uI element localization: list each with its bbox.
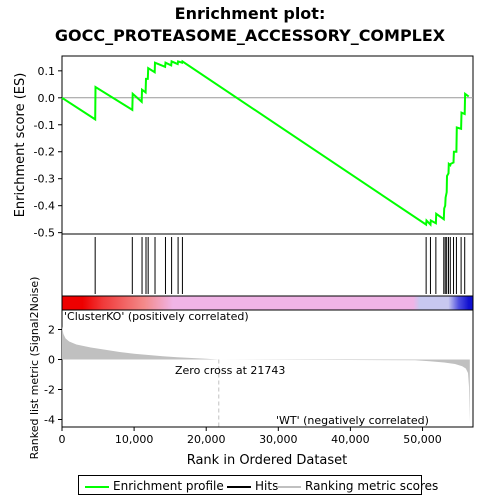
hit-markers — [94, 237, 466, 294]
rank-gradient-bar — [61, 295, 474, 311]
positive-correlation-label: 'ClusterKO' (positively correlated) — [64, 310, 249, 323]
metric-x-ticks: 0 10,000 20,000 30,000 40,000 50,000 — [59, 427, 442, 446]
es-y-ticks: 0.1 0.0 -0.1 -0.2 -0.3 -0.4 -0.5 — [34, 65, 62, 240]
metric-y-tick-label: -2 — [44, 384, 55, 397]
legend-hits-swatch — [227, 485, 251, 488]
enrichment-profile-line — [61, 59, 470, 227]
zero-cross-label: Zero cross at 21743 — [175, 364, 285, 377]
legend-enrichment-label: Enrichment profile — [113, 479, 224, 493]
legend-ranking-metric: Ranking metric scores — [277, 478, 438, 494]
es-panel-frame — [61, 55, 474, 235]
legend-hits: Hits — [227, 478, 278, 494]
legend-enrichment-swatch — [85, 485, 109, 488]
metric-x-tick-label: 0 — [59, 433, 66, 446]
metric-x-tick-label: 10,000 — [115, 433, 154, 446]
es-y-axis-label: Enrichment score (ES) — [13, 73, 28, 218]
plot-title-line1: Enrichment plot: — [175, 4, 326, 23]
metric-y-tick-label: 2 — [48, 324, 55, 337]
es-y-tick-label: -0.4 — [34, 200, 55, 213]
metric-x-tick-label: 30,000 — [259, 433, 298, 446]
es-y-tick-label: 0.1 — [38, 65, 56, 78]
metric-x-tick-label: 40,000 — [331, 433, 370, 446]
es-y-tick-label: 0.0 — [38, 92, 56, 105]
metric-panel: 2 0 -2 -4 0 10,000 20,000 30,000 40,000 50,000 '… — [28, 277, 474, 468]
metric-x-axis-label: Rank in Ordered Dataset — [187, 453, 348, 468]
es-y-tick-label: -0.1 — [34, 119, 55, 132]
metric-x-tick-label: 20,000 — [187, 433, 226, 446]
metric-y-axis-label: Ranked list metric (Signal2Noise) — [28, 277, 41, 460]
metric-y-tick-label: 0 — [48, 354, 55, 367]
es-y-tick-label: -0.3 — [34, 173, 55, 186]
rank-color-bar — [61, 295, 474, 311]
metric-x-tick-label: 50,000 — [403, 433, 442, 446]
negative-correlation-label: 'WT' (negatively correlated) — [276, 414, 429, 427]
legend-enrichment-profile: Enrichment profile — [85, 478, 224, 494]
metric-panel-frame — [61, 309, 474, 428]
legend-hits-label: Hits — [255, 479, 279, 493]
metric-y-tick-label: -4 — [44, 414, 55, 427]
hits-panel-frame — [61, 233, 474, 297]
plot-title-line2: GOCC_PROTEASOME_ACCESSORY_COMPLEX — [55, 26, 446, 45]
es-y-tick-label: -0.5 — [34, 227, 55, 240]
hits-panel — [61, 233, 474, 297]
metric-y-ticks: 2 0 -2 -4 — [44, 324, 62, 427]
legend-metric-swatch — [277, 485, 301, 488]
legend: Enrichment profile Hits Ranking metric s… — [78, 475, 438, 495]
es-y-tick-label: -0.2 — [34, 146, 55, 159]
es-panel: 0.1 0.0 -0.1 -0.2 -0.3 -0.4 -0.5 Enrichment sc… — [13, 55, 474, 240]
legend-metric-label: Ranking metric scores — [305, 479, 439, 493]
